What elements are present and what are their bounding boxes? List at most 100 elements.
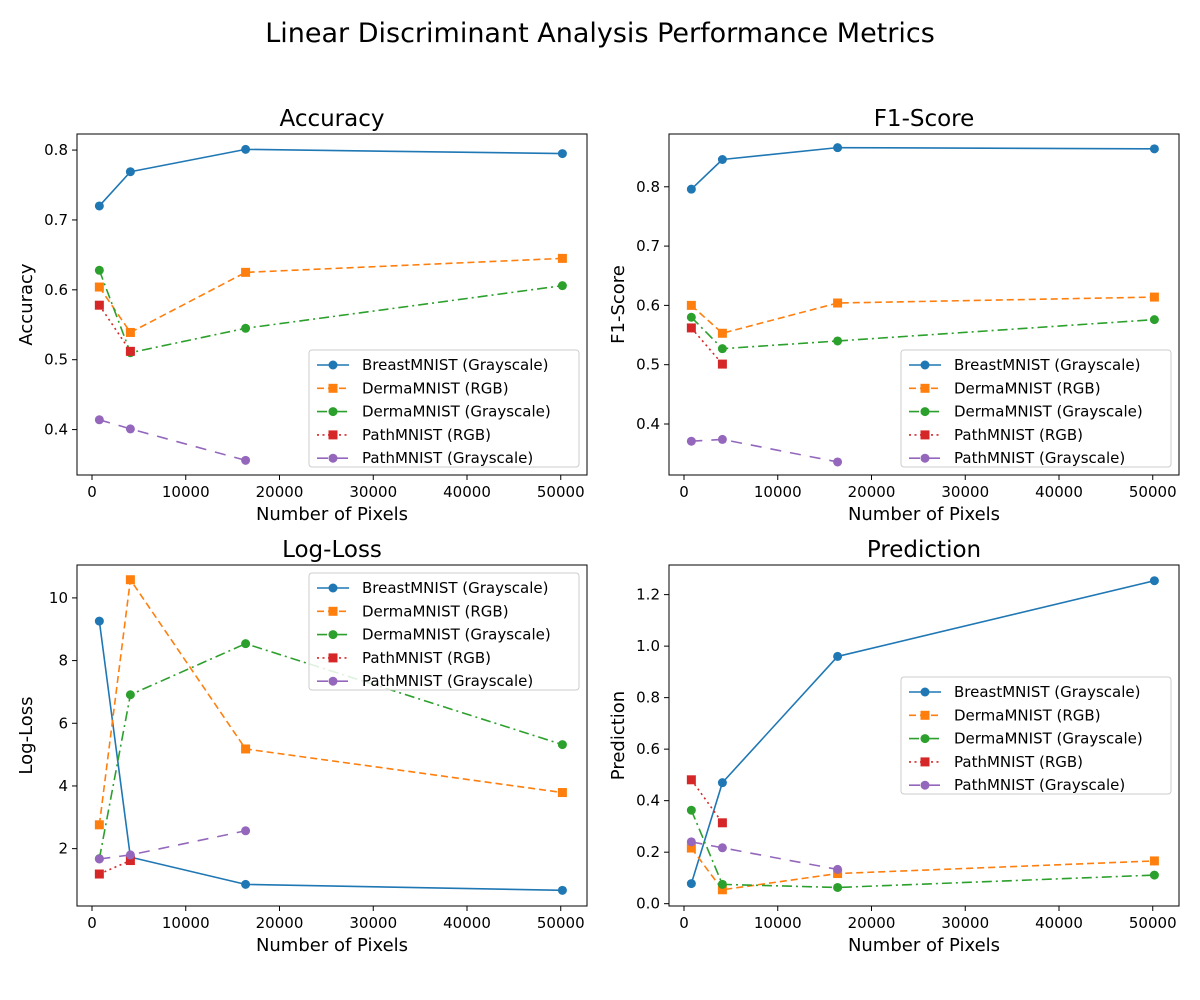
legend-label: DermaMNIST (Grayscale) [362, 403, 551, 421]
series-line [98, 148, 563, 207]
legend: BreastMNIST (Grayscale) DermaMNIST (RGB) D… [308, 349, 580, 468]
data-point [717, 434, 727, 444]
series-line [98, 620, 563, 892]
data-point [94, 869, 104, 879]
series-breastmnist-grayscale [94, 144, 567, 211]
y-tick-label: 4 [58, 777, 68, 795]
data-point [1149, 315, 1159, 325]
x-tick-label: 0 [87, 483, 97, 501]
data-point [717, 359, 727, 369]
y-tick-label: 0.2 [636, 843, 660, 861]
legend-marker [328, 583, 338, 593]
data-point [833, 457, 843, 467]
y-tick-label: 0.5 [44, 351, 68, 369]
data-point [94, 616, 104, 626]
data-point [833, 651, 843, 661]
data-point [125, 690, 135, 700]
axes-frame [76, 133, 588, 476]
x-tick-label: 20000 [848, 914, 896, 932]
data-point [833, 882, 843, 892]
x-axis-label: Number of Pixels [848, 504, 1000, 525]
series-breastmnist-grayscale [686, 576, 1159, 889]
series-line [98, 304, 132, 352]
legend-entry: DermaMNIST (RGB) [909, 379, 1101, 397]
data-point [686, 323, 696, 333]
data-point [557, 149, 567, 159]
x-tick-label: 20000 [848, 483, 896, 501]
x-tick-label: 40000 [443, 483, 491, 501]
data-point [686, 184, 696, 194]
x-tick-label: 0 [679, 483, 689, 501]
chart-panel-f1-score: F1-Score 0 10000 20000 30000 40000 50000 0.4 0.5… [608, 106, 1180, 525]
panel-title: Log-Loss [282, 537, 382, 563]
legend-entry: BreastMNIST (Grayscale) [317, 356, 549, 374]
panel-title: F1-Score [874, 106, 975, 132]
series-line [690, 327, 724, 365]
legend-entry: BreastMNIST (Grayscale) [317, 579, 549, 597]
data-point [717, 328, 727, 338]
panel-title: Prediction [867, 537, 981, 563]
legend-marker [328, 430, 338, 440]
data-point [686, 300, 696, 310]
series-breastmnist-grayscale [686, 143, 1159, 194]
series-line [690, 779, 724, 824]
data-point [241, 744, 251, 754]
data-point [717, 843, 727, 853]
legend-box [308, 349, 580, 468]
legend-label: PathMNIST (RGB) [362, 649, 491, 667]
legend-marker [920, 757, 930, 767]
axes-frame [668, 133, 1180, 476]
data-point [241, 323, 251, 333]
data-point [125, 167, 135, 177]
series-pathmnist-rgb [94, 856, 135, 879]
x-axis-label: Number of Pixels [256, 935, 408, 956]
legend: BreastMNIST (Grayscale) DermaMNIST (RGB) D… [308, 572, 580, 691]
y-tick-label: 0.5 [636, 356, 660, 374]
axes-frame [76, 564, 588, 907]
data-point [94, 820, 104, 830]
data-point [94, 282, 104, 292]
series-dermamnist-rgb [94, 575, 567, 830]
axes-frame [668, 564, 1180, 907]
data-point [241, 267, 251, 277]
series-line [99, 859, 131, 875]
y-tick-label: 0.4 [44, 421, 68, 439]
legend-label: DermaMNIST (RGB) [362, 379, 509, 397]
data-point [717, 885, 727, 895]
figure-title: Linear Discriminant Analysis Performance… [265, 18, 935, 49]
legend-label: PathMNIST (Grayscale) [954, 776, 1125, 794]
data-point [557, 788, 567, 798]
data-point [241, 144, 251, 154]
data-point [686, 837, 696, 847]
series-line [690, 847, 1155, 891]
series-line [690, 579, 1155, 884]
legend-label: BreastMNIST (Grayscale) [954, 683, 1141, 701]
y-axis-label: Accuracy [16, 263, 37, 346]
x-tick-label: 50000 [537, 914, 585, 932]
legend-marker [328, 360, 338, 370]
data-point [1149, 576, 1159, 586]
data-point [125, 850, 135, 860]
y-tick-label: 2 [58, 840, 68, 858]
y-tick-label: 0.4 [636, 415, 660, 433]
series-line [99, 419, 246, 462]
data-point [686, 436, 696, 446]
legend-label: PathMNIST (RGB) [954, 426, 1083, 444]
y-tick-label: 0.6 [636, 296, 660, 314]
y-tick-label: 0.8 [636, 178, 660, 196]
legend: BreastMNIST (Grayscale) DermaMNIST (RGB) D… [900, 676, 1172, 795]
legend-label: PathMNIST (Grayscale) [954, 449, 1125, 467]
x-tick-label: 40000 [1035, 914, 1083, 932]
data-point [717, 818, 727, 828]
y-tick-label: 1.0 [636, 637, 660, 655]
series-line [99, 829, 246, 860]
data-point [125, 575, 135, 585]
data-point [717, 344, 727, 354]
legend-label: DermaMNIST (Grayscale) [362, 626, 551, 644]
chart-panel-accuracy: Accuracy 0 10000 20000 30000 40000 50000 0.4 0.5… [16, 106, 588, 525]
legend-entry: DermaMNIST (RGB) [317, 602, 509, 620]
data-point [125, 424, 135, 434]
data-point [717, 155, 727, 165]
y-tick-label: 0.7 [44, 211, 68, 229]
series-dermamnist-grayscale [686, 312, 1159, 354]
